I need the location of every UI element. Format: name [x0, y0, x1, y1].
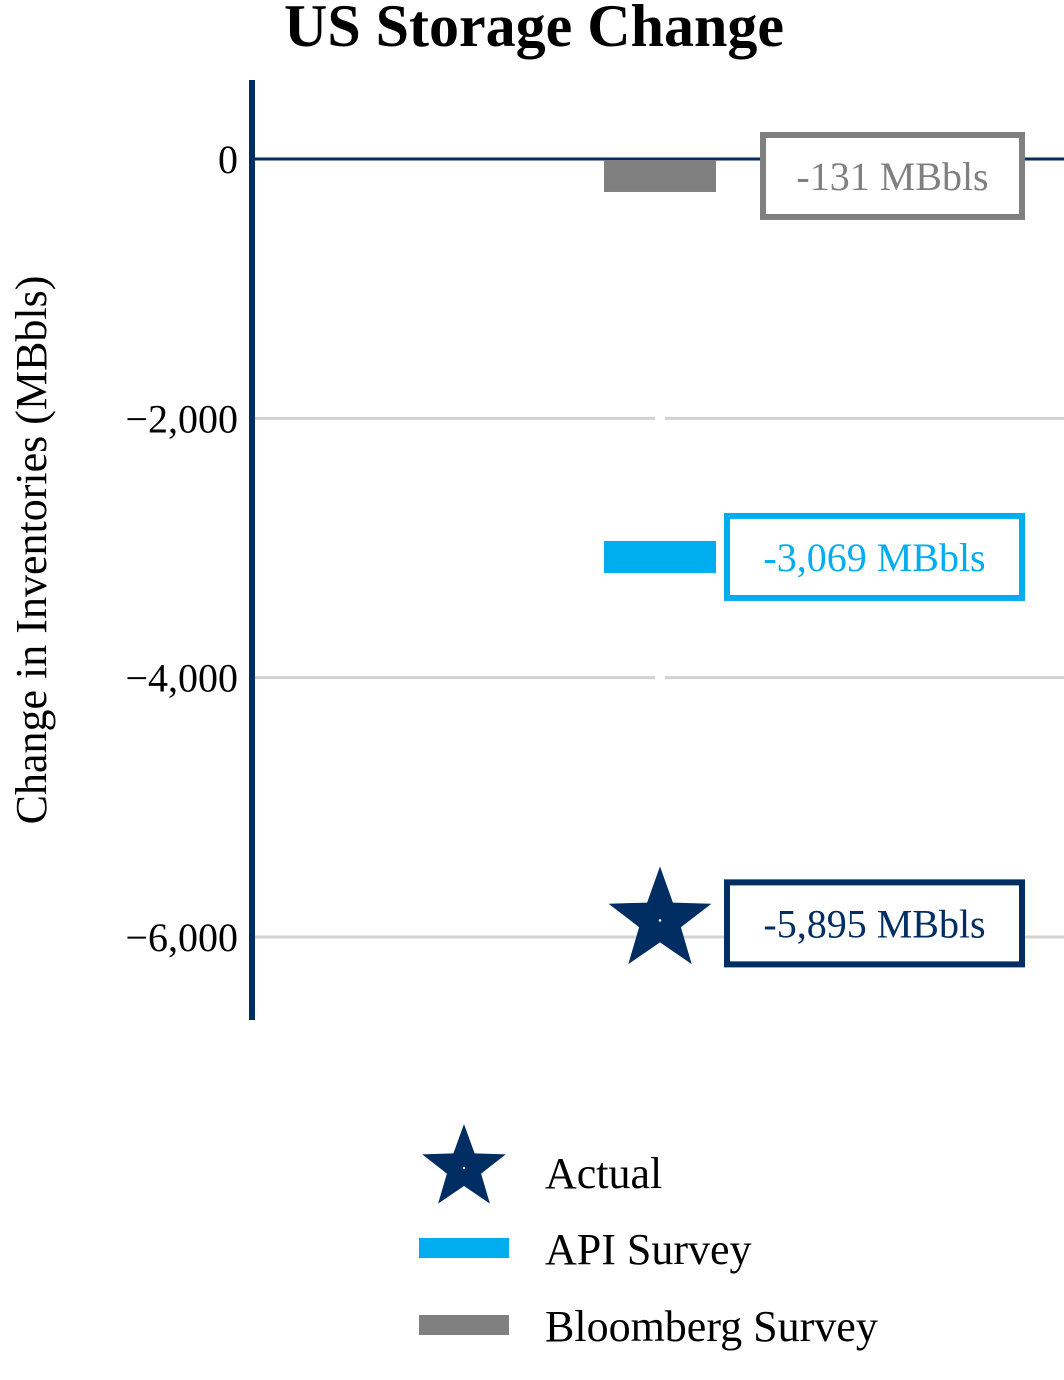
actual-star-center [658, 919, 662, 922]
value-callout-label: -131 MBbls [796, 154, 988, 199]
y-tick-label: 0 [218, 137, 238, 182]
value-callouts: -5,895 MBbls -3,069 MBbls -131 MBbls [724, 131, 1025, 968]
api-survey-bar [604, 540, 716, 573]
legend-star-icon [422, 1124, 506, 1204]
y-tick-label: −4,000 [125, 656, 238, 701]
legend-label: API Survey [545, 1225, 752, 1274]
bloomberg-survey-bar [604, 159, 716, 192]
legend-label: Actual [545, 1149, 662, 1198]
value-callout-box [724, 879, 1025, 968]
y-axis-label: Change in Inventories (MBbls) [7, 276, 56, 825]
y-tick-label: −6,000 [125, 915, 238, 960]
y-tick-labels: 0 −2,000 −4,000 −6,000 [125, 137, 238, 960]
legend-swatch [419, 1238, 509, 1258]
legend-swatch [419, 1315, 509, 1335]
chart-title: US Storage Change [284, 0, 784, 59]
value-callout-box [724, 512, 1025, 601]
value-callout-label: -5,895 MBbls [763, 901, 985, 946]
value-callout-label: -3,069 MBbls [763, 535, 985, 580]
value-callout-box [760, 131, 1025, 220]
data-marks [604, 159, 716, 965]
legend-star-center [462, 1166, 466, 1170]
legend-label: Bloomberg Survey [545, 1302, 878, 1351]
actual-star-marker [608, 866, 712, 965]
legend: Actual API Survey Bloomberg Survey [419, 1124, 878, 1351]
y-tick-label: −2,000 [125, 396, 238, 441]
